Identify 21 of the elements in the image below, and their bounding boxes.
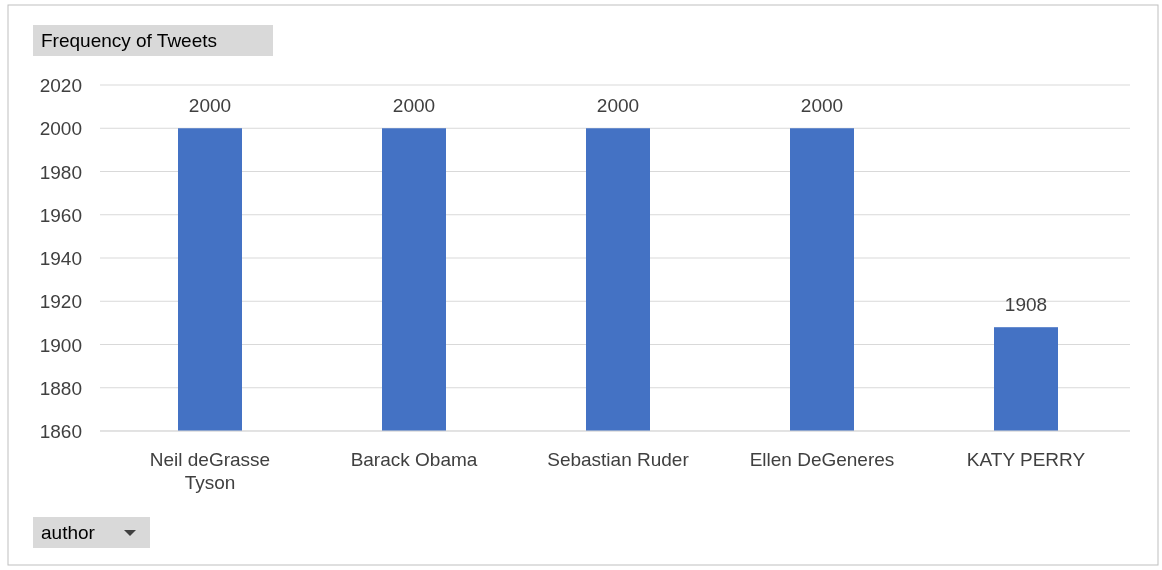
y-tick-label: 1940 xyxy=(39,248,82,269)
y-tick-label: 2020 xyxy=(39,75,82,96)
y-tick-label: 2000 xyxy=(39,118,82,140)
data-label: 2000 xyxy=(392,95,436,117)
y-tick-label: 1980 xyxy=(39,161,82,183)
x-tick-label: Ellen DeGeneres xyxy=(749,449,895,470)
x-tick-label: Neil deGrasse Tyson xyxy=(149,449,271,493)
data-label: 2000 xyxy=(800,95,844,117)
x-axis-title: author xyxy=(41,522,96,543)
x-tick-label: KATY PERRY xyxy=(966,449,1086,470)
y-tick-label: 1900 xyxy=(39,334,82,356)
chart-title: Frequency of Tweets xyxy=(41,30,218,51)
x-tick-label: Barack Obama xyxy=(350,449,478,470)
y-tick-label: 1860 xyxy=(39,421,82,442)
y-tick-label: 1920 xyxy=(39,291,82,313)
y-tick-label: 1880 xyxy=(39,377,82,399)
data-label: 1908 xyxy=(1004,294,1048,316)
x-tick-label: Sebastian Ruder xyxy=(547,449,690,470)
data-label: 2000 xyxy=(188,95,232,117)
data-label: 2000 xyxy=(596,95,640,117)
y-tick-label: 1960 xyxy=(39,204,82,226)
